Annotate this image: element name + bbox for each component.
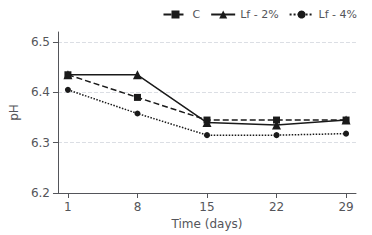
svg-text:Lf - 4%: Lf - 4%	[319, 8, 357, 21]
svg-text:15: 15	[199, 200, 214, 214]
svg-text:6.4: 6.4	[31, 85, 50, 99]
svg-text:22: 22	[269, 200, 284, 214]
svg-text:6.5: 6.5	[31, 35, 50, 49]
svg-text:C: C	[192, 8, 200, 21]
svg-text:29: 29	[338, 200, 353, 214]
svg-text:Lf - 2%: Lf - 2%	[240, 8, 278, 21]
svg-text:6.2: 6.2	[31, 186, 50, 200]
svg-text:Time (days): Time (days)	[171, 217, 243, 231]
svg-text:6.3: 6.3	[31, 136, 50, 150]
svg-text:8: 8	[134, 200, 142, 214]
svg-text:1: 1	[64, 200, 72, 214]
svg-text:pH: pH	[7, 104, 21, 121]
